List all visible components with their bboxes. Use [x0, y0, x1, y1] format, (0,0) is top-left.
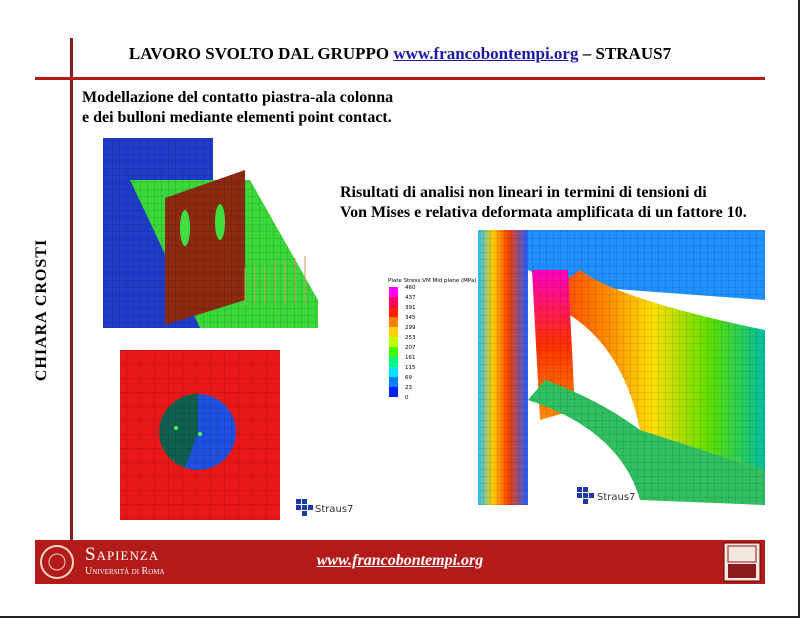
title-text: – STRAUS7: [582, 44, 672, 63]
colorbar-swatch: [389, 317, 398, 327]
colorbar-label: 23: [405, 385, 412, 391]
colorbar-label: 437: [405, 295, 416, 301]
colorbar-label: 161: [405, 355, 416, 361]
horizontal-rule: [35, 77, 765, 80]
title-link[interactable]: www.francobontempi.org: [393, 44, 579, 63]
title-text: LAVORO SVOLTO DAL GRUPPO: [128, 44, 390, 63]
colorbar: Plate Stress:VM Mid plane (MPa)460 437 391…: [384, 274, 477, 412]
watermark: Straus7: [597, 492, 635, 503]
straus7-logo: [296, 487, 594, 516]
logo-subtitle: Università di Roma: [85, 566, 165, 577]
colorbar-label: 115: [405, 365, 416, 371]
contact-detail-image: [120, 350, 280, 520]
colorbar-label: 0: [405, 395, 409, 401]
left-caption: Modellazione del contatto piastra-ala co…: [82, 88, 393, 128]
colorbar-label: 391: [405, 305, 416, 311]
sapienza-seal: [40, 545, 74, 579]
fb-logo: [723, 542, 761, 582]
footer: Sapienza Università di Roma www.francobo…: [35, 540, 765, 584]
right-caption: Risultati di analisi non lineari in term…: [340, 183, 747, 223]
colorbar-title: Plate Stress:VM Mid plane (MPa): [388, 278, 477, 284]
caption-line: Von Mises e relativa deformata amplifica…: [340, 204, 747, 221]
caption-line: e dei bulloni mediante elementi point co…: [82, 109, 392, 126]
colorbar-swatch: [389, 347, 398, 357]
footer-link[interactable]: www.francobontempi.org: [316, 552, 484, 569]
model-image: [103, 138, 318, 328]
colorbar-bg: [384, 274, 474, 412]
slide-title: LAVORO SVOLTO DAL GRUPPO www.francobonte…: [0, 44, 798, 64]
colorbar-label: 345: [405, 315, 416, 321]
caption-line: Modellazione del contatto piastra-ala co…: [82, 89, 394, 106]
watermark: Straus7: [315, 504, 353, 515]
caption-line: Risultati di analisi non lineari in term…: [340, 184, 707, 201]
result-image: [478, 230, 765, 505]
colorbar-swatch: [389, 367, 398, 377]
colorbar-swatch: [389, 327, 398, 337]
colorbar-swatch: [389, 377, 398, 387]
colorbar-label: 253: [405, 335, 416, 341]
colorbar-label: 460: [405, 285, 416, 291]
colorbar-swatch: [389, 337, 398, 347]
colorbar-label: 207: [405, 345, 416, 351]
colorbar-swatch: [389, 357, 398, 367]
colorbar-swatch: [389, 287, 398, 297]
logo-name: Sapienza: [85, 544, 160, 565]
colorbar-label: 69: [405, 375, 412, 381]
colorbar-swatch: [389, 297, 398, 307]
colorbar-swatch: [389, 307, 398, 317]
vertical-rule: [70, 38, 73, 543]
colorbar-swatch: [389, 387, 398, 397]
colorbar-label: 299: [405, 325, 416, 331]
